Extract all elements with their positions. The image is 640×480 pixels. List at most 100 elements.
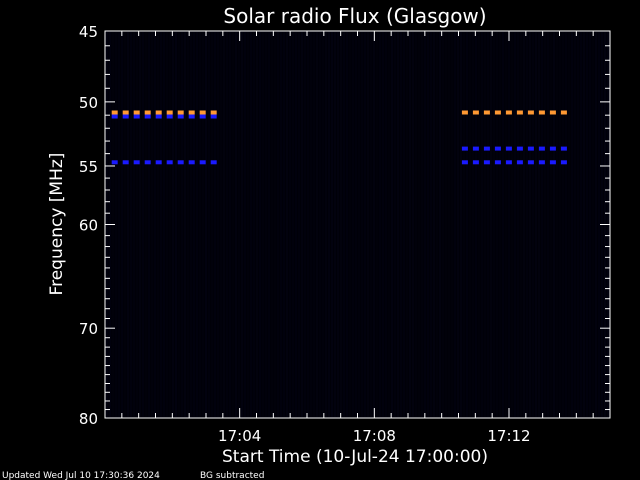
heatmap-streak bbox=[571, 32, 573, 417]
footer-updated: Updated Wed Jul 10 17:30:36 2024 bbox=[2, 471, 160, 480]
heatmap-streak bbox=[232, 32, 234, 417]
feature-segment bbox=[188, 114, 195, 119]
heatmap-streak bbox=[418, 32, 420, 417]
feature-segment bbox=[188, 160, 195, 165]
feature-segment bbox=[144, 110, 151, 115]
heatmap-streak bbox=[376, 32, 378, 417]
heatmap-background bbox=[105, 31, 610, 418]
feature-segment bbox=[155, 110, 162, 115]
heatmap-streak bbox=[175, 32, 177, 417]
heatmap-streak bbox=[145, 32, 147, 417]
heatmap-streak bbox=[202, 32, 204, 417]
feature-segment bbox=[549, 160, 556, 165]
heatmap-streak bbox=[517, 32, 519, 417]
heatmap-streak bbox=[277, 32, 279, 417]
feature-segment bbox=[166, 110, 173, 115]
heatmap-streak bbox=[355, 32, 357, 417]
heatmap-streak bbox=[169, 32, 171, 417]
y-tick-label: 60 bbox=[79, 217, 98, 235]
heatmap-streak bbox=[316, 32, 318, 417]
heatmap-streak bbox=[439, 32, 441, 417]
heatmap-streak bbox=[166, 32, 168, 417]
feature-segment bbox=[505, 110, 512, 115]
heatmap-streak bbox=[508, 32, 510, 417]
heatmap-streak bbox=[238, 32, 240, 417]
heatmap-streak bbox=[319, 32, 321, 417]
heatmap-streak bbox=[565, 32, 567, 417]
y-tick-label: 80 bbox=[79, 410, 98, 428]
feature-segment bbox=[494, 146, 501, 151]
heatmap-streak bbox=[178, 32, 180, 417]
x-tick-label: 17:08 bbox=[353, 427, 396, 445]
heatmap-streak bbox=[541, 32, 543, 417]
heatmap-streak bbox=[580, 32, 582, 417]
heatmap-streak bbox=[247, 32, 249, 417]
heatmap-streak bbox=[352, 32, 354, 417]
footer-note: BG subtracted bbox=[200, 471, 264, 480]
heatmap-streak bbox=[124, 32, 126, 417]
heatmap-streak bbox=[364, 32, 366, 417]
feature-segment bbox=[133, 160, 140, 165]
heatmap-streak bbox=[274, 32, 276, 417]
heatmap-streak bbox=[598, 32, 600, 417]
heatmap-streak bbox=[367, 32, 369, 417]
heatmap-streak bbox=[283, 32, 285, 417]
heatmap-streak bbox=[463, 32, 465, 417]
heatmap-streak bbox=[241, 32, 243, 417]
heatmap-streak bbox=[199, 32, 201, 417]
feature-segment bbox=[483, 110, 490, 115]
heatmap-streak bbox=[559, 32, 561, 417]
feature-segment bbox=[483, 146, 490, 151]
feature-segment bbox=[122, 114, 129, 119]
heatmap-streak bbox=[235, 32, 237, 417]
feature-segment bbox=[177, 110, 184, 115]
heatmap-streak bbox=[556, 32, 558, 417]
feature-segment bbox=[122, 160, 129, 165]
heatmap-streak bbox=[292, 32, 294, 417]
heatmap-streak bbox=[313, 32, 315, 417]
heatmap-streak bbox=[229, 32, 231, 417]
feature-segment bbox=[472, 160, 479, 165]
heatmap-streak bbox=[310, 32, 312, 417]
heatmap-streak bbox=[394, 32, 396, 417]
heatmap-streak bbox=[148, 32, 150, 417]
heatmap-streak bbox=[475, 32, 477, 417]
feature-segment bbox=[166, 160, 173, 165]
heatmap-base bbox=[105, 31, 610, 418]
heatmap-streak bbox=[190, 32, 192, 417]
feature-segment bbox=[199, 110, 206, 115]
feature-segment bbox=[483, 160, 490, 165]
heatmap-streak bbox=[415, 32, 417, 417]
heatmap-streak bbox=[586, 32, 588, 417]
heatmap-streak bbox=[379, 32, 381, 417]
heatmap-streak bbox=[400, 32, 402, 417]
heatmap-streak bbox=[382, 32, 384, 417]
feature-segment bbox=[210, 114, 217, 119]
heatmap-streak bbox=[589, 32, 591, 417]
heatmap-streak bbox=[562, 32, 564, 417]
heatmap-streak bbox=[262, 32, 264, 417]
feature-segment bbox=[560, 110, 567, 115]
heatmap-streak bbox=[307, 32, 309, 417]
x-axis: 17:04 17:08 17:12 bbox=[121, 31, 594, 445]
heatmap-streak bbox=[421, 32, 423, 417]
feature-segment bbox=[538, 146, 545, 151]
heatmap-streak bbox=[163, 32, 165, 417]
heatmap-streak bbox=[271, 32, 273, 417]
heatmap-streak bbox=[343, 32, 345, 417]
feature-segment bbox=[155, 160, 162, 165]
heatmap-streak bbox=[403, 32, 405, 417]
heatmap-streak bbox=[130, 32, 132, 417]
heatmap-streak bbox=[493, 32, 495, 417]
heatmap-streak bbox=[184, 32, 186, 417]
heatmap-streak bbox=[520, 32, 522, 417]
feature-segment bbox=[133, 110, 140, 115]
heatmap-streak bbox=[574, 32, 576, 417]
heatmap-streak bbox=[373, 32, 375, 417]
feature-segment bbox=[155, 114, 162, 119]
chart-title: Solar radio Flux (Glasgow) bbox=[223, 4, 486, 28]
heatmap-streak bbox=[226, 32, 228, 417]
heatmap-streak bbox=[259, 32, 261, 417]
heatmap-streak bbox=[544, 32, 546, 417]
